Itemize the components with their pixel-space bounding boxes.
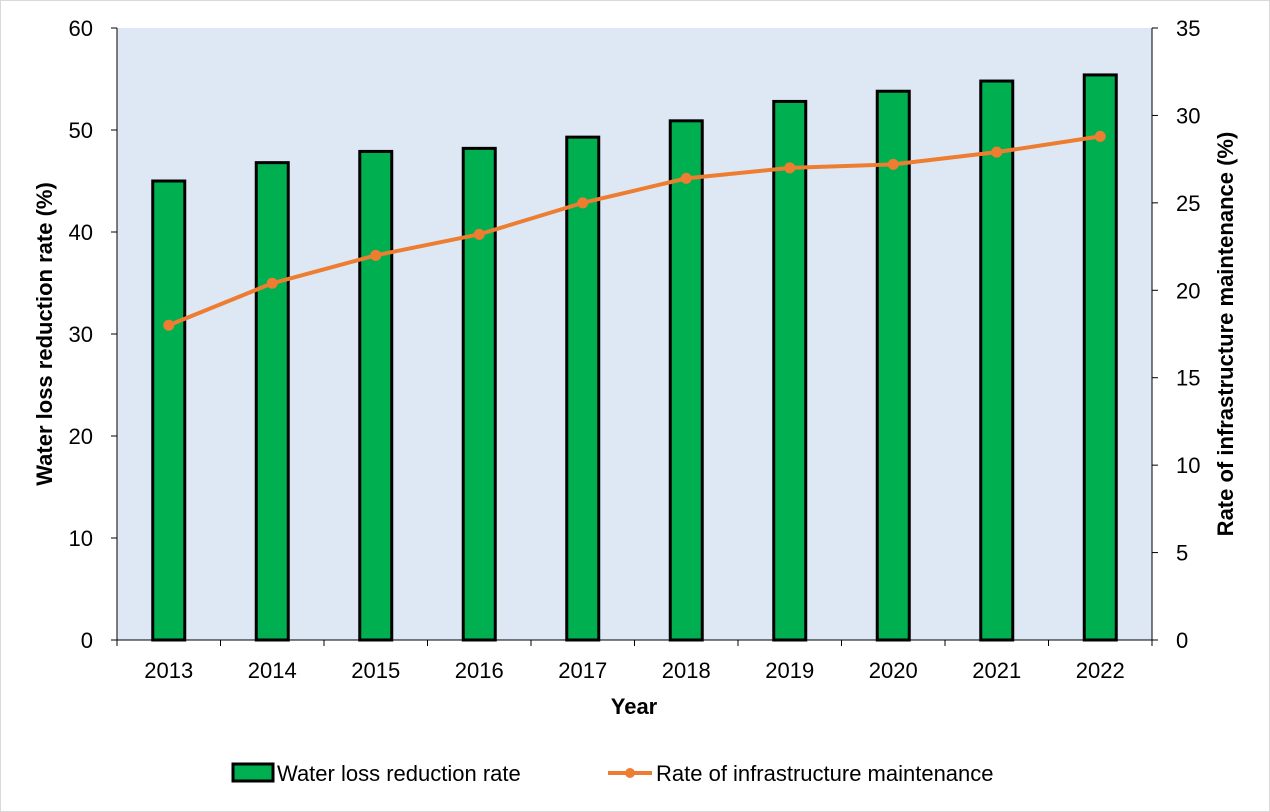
y2-axis-title: Rate of infrastructure maintenance (%) (1213, 132, 1238, 537)
y-tick-label: 30 (69, 322, 93, 347)
bar-2021 (979, 79, 1015, 642)
bar-2020 (875, 89, 911, 642)
y2-tick-label: 20 (1176, 278, 1200, 303)
legend: Water loss reduction rate Rate of infras… (231, 761, 994, 786)
axes-layer (111, 27, 1158, 646)
line-point-2020 (887, 158, 899, 170)
x-tick-label: 2021 (972, 658, 1021, 683)
x-tick-label: 2019 (765, 658, 814, 683)
bar-2014 (254, 161, 290, 642)
bar-2022 (1082, 73, 1118, 642)
y2-tick-label: 10 (1176, 453, 1200, 478)
legend-swatch-bar (231, 762, 275, 783)
x-tick-label: 2020 (869, 658, 918, 683)
x-axis-title: Year (611, 694, 658, 719)
x-tick-label: 2017 (558, 658, 607, 683)
y-tick-label: 60 (69, 16, 93, 41)
y2-tick-label: 0 (1176, 628, 1188, 653)
line-point-2019 (784, 162, 796, 174)
legend-swatch-marker (625, 768, 635, 778)
bar-2016 (461, 146, 497, 642)
y-tick-label: 0 (81, 628, 93, 653)
line-point-2014 (266, 277, 278, 289)
bar-2018 (668, 119, 704, 642)
line-point-2021 (991, 146, 1003, 158)
x-tick-label: 2022 (1076, 658, 1125, 683)
y2-tick-label: 35 (1176, 16, 1200, 41)
ticks-layer: 0 10 20 30 40 50 60 0 5 10 15 20 25 30 35 2013 2014 2015 2… (69, 16, 1201, 683)
bar-2019 (772, 99, 808, 642)
x-tick-label: 2016 (455, 658, 504, 683)
line-point-2016 (473, 228, 485, 240)
y-tick-label: 50 (69, 118, 93, 143)
line-point-2018 (680, 172, 692, 184)
line-infrastructure-maintenance (167, 134, 1101, 328)
line-point-2017 (577, 197, 589, 209)
line-layer (163, 130, 1106, 331)
y2-tick-label: 15 (1176, 366, 1200, 391)
bar-2017 (565, 135, 601, 642)
y-tick-label: 40 (69, 220, 93, 245)
bar-2013 (151, 179, 187, 642)
x-tick-label: 2015 (351, 658, 400, 683)
line-point-2013 (163, 319, 175, 331)
legend-label-water-loss: Water loss reduction rate (277, 761, 521, 786)
y-tick-label: 20 (69, 424, 93, 449)
bars-layer (151, 73, 1118, 642)
y2-tick-label: 5 (1176, 541, 1188, 566)
line-point-2015 (370, 249, 382, 261)
y-axis-title: Water loss reduction rate (%) (32, 182, 57, 486)
y-tick-label: 10 (69, 526, 93, 551)
y2-tick-label: 25 (1176, 191, 1200, 216)
x-tick-label: 2014 (248, 658, 297, 683)
line-point-2022 (1094, 130, 1106, 142)
x-tick-label: 2018 (662, 658, 711, 683)
bar-2015 (358, 149, 394, 642)
legend-label-infrastructure: Rate of infrastructure maintenance (656, 761, 994, 786)
x-tick-label: 2013 (144, 658, 193, 683)
y2-tick-label: 30 (1176, 103, 1200, 128)
